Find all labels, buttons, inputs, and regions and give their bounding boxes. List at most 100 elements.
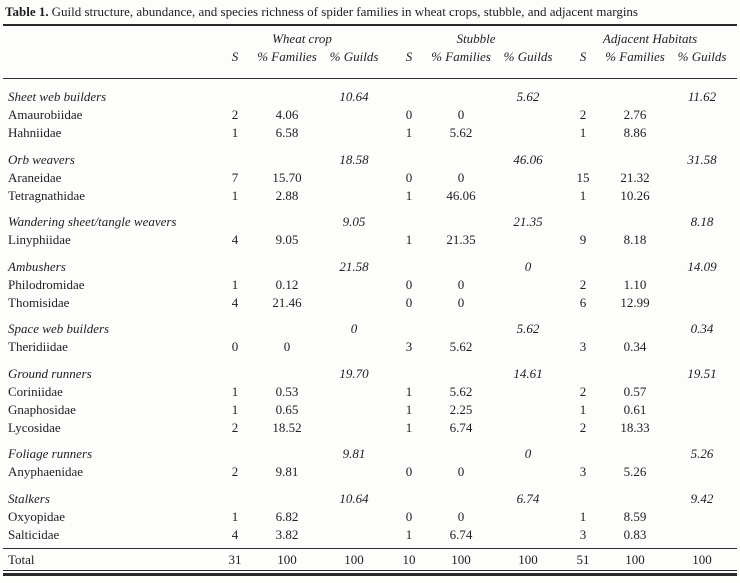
- cell-families-stubble: 0: [457, 508, 465, 524]
- cell-families-wheat: 2.88: [275, 187, 299, 203]
- cell-s-wheat: 4: [231, 294, 239, 310]
- cell-families-adjacent: [603, 249, 667, 276]
- cell-families-stubble: [429, 249, 493, 276]
- cell-families-wheat: 9.05: [275, 232, 299, 247]
- total-label: Total: [3, 548, 215, 571]
- cell-s-stubble: 10: [389, 548, 429, 571]
- cell-families-stubble: 0: [457, 169, 465, 185]
- cell-s-stubble: [389, 79, 429, 106]
- cell-guilds-stubble: [493, 525, 563, 543]
- guild-row: Wandering sheet/tangle weavers 9.05 21.35 8…: [3, 204, 737, 231]
- cell-s-wheat: [215, 481, 255, 508]
- cell-families-wheat: [255, 311, 319, 338]
- cell-s-wheat: 4: [231, 232, 239, 247]
- cell-families-stubble: [429, 204, 493, 231]
- guild-label: Ambushers: [8, 258, 66, 274]
- cell-families-wheat: 0.12: [275, 276, 299, 292]
- guild-row: Sheet web builders 10.64 5.62 11.62: [3, 79, 737, 106]
- cell-families-stubble: 0: [457, 294, 465, 310]
- cell-s-stubble: [389, 481, 429, 508]
- cell-s-stubble: [389, 311, 429, 338]
- cell-guilds-adjacent: [667, 382, 737, 400]
- family-label: Araneidae: [8, 169, 62, 185]
- cell-guilds-wheat: 10.64: [339, 490, 369, 506]
- cell-s-adjacent: 2: [579, 383, 587, 399]
- cell-guilds-adjacent: [667, 400, 737, 418]
- col-header-guilds-wheat: % Guilds: [319, 47, 389, 79]
- family-label: Amaurobiidae: [8, 107, 83, 122]
- family-label: Coriniidae: [8, 383, 63, 399]
- cell-guilds-stubble: 100: [493, 548, 563, 571]
- cell-s-adjacent: [563, 249, 603, 276]
- table-caption: Table 1. Guild structure, abundance, and …: [0, 0, 740, 19]
- cell-families-adjacent: 2.76: [623, 107, 647, 122]
- cell-guilds-adjacent: 14.09: [687, 258, 717, 274]
- family-label: Gnaphosidae: [8, 401, 76, 417]
- cell-guilds-stubble: [493, 382, 563, 400]
- family-row: Oxyopidae 1 6.82 0 0 1 8.59: [3, 507, 737, 525]
- cell-families-wheat: 9.81: [275, 464, 299, 479]
- group-header-stubble: Stubble: [389, 24, 563, 48]
- family-row: Coriniidae 1 0.53 1 5.62 2 0.57: [3, 382, 737, 400]
- cell-families-stubble: [429, 436, 493, 463]
- cell-s-adjacent: [563, 481, 603, 508]
- cell-guilds-adjacent: [667, 231, 737, 249]
- guild-row: Ambushers 21.58 0 14.09: [3, 249, 737, 276]
- cell-families-adjacent: [603, 311, 667, 338]
- cell-s-wheat: [215, 249, 255, 276]
- cell-families-wheat: [255, 481, 319, 508]
- guild-label: Wandering sheet/tangle weavers: [8, 214, 177, 229]
- family-label: Philodromidae: [8, 276, 85, 292]
- cell-families-adjacent: [603, 436, 667, 463]
- cell-guilds-wheat: [319, 231, 389, 249]
- cell-families-adjacent: 8.59: [623, 508, 647, 524]
- cell-guilds-wheat: [319, 293, 389, 311]
- cell-s-adjacent: 9: [579, 232, 587, 247]
- guild-row: Ground runners 19.70 14.61 19.51: [3, 356, 737, 383]
- cell-s-stubble: 1: [405, 187, 413, 203]
- guild-row: Foliage runners 9.81 0 5.26: [3, 436, 737, 463]
- family-label: Hahniidae: [8, 125, 62, 140]
- cell-guilds-adjacent: 0.34: [690, 321, 714, 336]
- cell-guilds-stubble: [493, 463, 563, 481]
- cell-s-stubble: 0: [405, 294, 413, 310]
- cell-guilds-stubble: [493, 124, 563, 142]
- cell-families-stubble: 0: [457, 276, 465, 292]
- guild-row: Orb weavers 18.58 46.06 31.58: [3, 142, 737, 169]
- cell-families-adjacent: 0.34: [623, 339, 647, 354]
- cell-s-wheat: [215, 356, 255, 383]
- family-row: Salticidae 4 3.82 1 6.74 3 0.83: [3, 525, 737, 543]
- cell-guilds-wheat: 0: [350, 321, 358, 336]
- cell-guilds-adjacent: [667, 124, 737, 142]
- table-body: Sheet web builders 10.64 5.62 11.62 Amaurobi…: [3, 79, 738, 571]
- cell-s-adjacent: 1: [579, 125, 587, 140]
- cell-s-stubble: 0: [405, 107, 413, 122]
- cell-guilds-stubble: [493, 507, 563, 525]
- col-header-families-wheat: % Families: [255, 47, 319, 79]
- spider-guild-table: Wheat crop Stubble Adjacent Habitats S %…: [3, 24, 738, 571]
- cell-families-stubble: 0: [457, 464, 465, 479]
- cell-guilds-stubble: [493, 106, 563, 124]
- cell-families-wheat: 0: [283, 339, 291, 354]
- cell-s-wheat: 1: [231, 401, 239, 417]
- cell-families-adjacent: 0.83: [623, 526, 647, 542]
- cell-s-adjacent: [563, 142, 603, 169]
- cell-guilds-adjacent: 5.26: [690, 446, 714, 461]
- cell-guilds-adjacent: [667, 507, 737, 525]
- col-header-s-adjacent: S: [563, 47, 603, 79]
- cell-guilds-wheat: [319, 463, 389, 481]
- family-row: Thomisidae 4 21.46 0 0 6 12.99: [3, 293, 737, 311]
- cell-families-adjacent: 10.26: [620, 187, 650, 203]
- family-label: Anyphaenidae: [8, 464, 84, 479]
- cell-families-stubble: 46.06: [446, 187, 476, 203]
- cell-s-wheat: 1: [231, 383, 239, 399]
- cell-families-stubble: [429, 481, 493, 508]
- cell-s-adjacent: 3: [579, 339, 587, 354]
- group-header-row: Wheat crop Stubble Adjacent Habitats: [3, 24, 738, 48]
- cell-families-stubble: 5.62: [449, 125, 473, 140]
- cell-guilds-wheat: 18.58: [339, 151, 369, 167]
- cell-guilds-wheat: 21.58: [339, 258, 369, 274]
- guild-label: Sheet web builders: [8, 89, 107, 104]
- cell-families-wheat: 0.65: [275, 401, 299, 417]
- cell-families-stubble: 6.74: [449, 419, 473, 435]
